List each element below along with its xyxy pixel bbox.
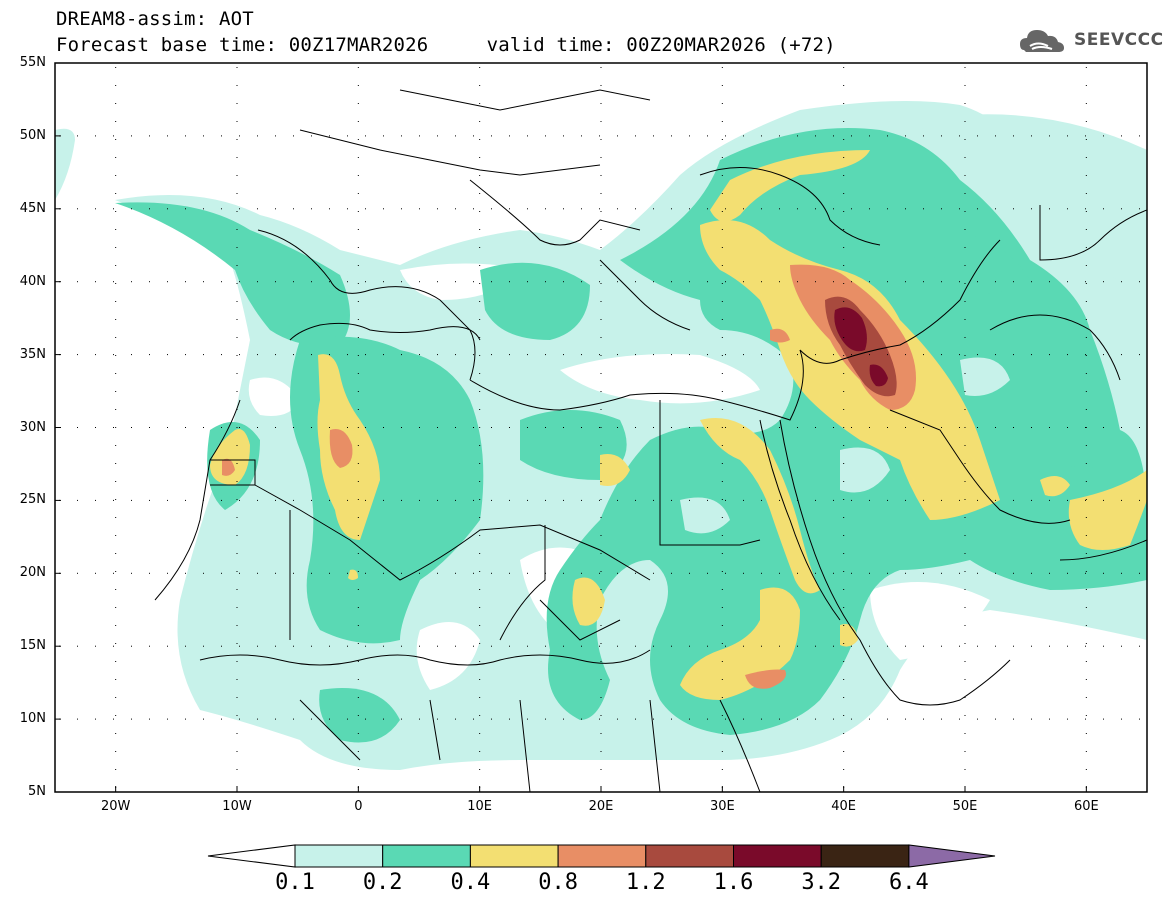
logo-text: SEEVCCC — [1074, 30, 1164, 50]
colorbar-label: 1.2 — [625, 870, 666, 895]
latitude-label: 50N — [19, 127, 46, 143]
latitude-label: 20N — [19, 565, 46, 581]
colorbar — [207, 844, 996, 868]
map-graticule — [59, 67, 1140, 788]
aot-band-0-2 — [115, 128, 1147, 743]
longitude-label: 50E — [952, 799, 978, 814]
longitude-label: 10W — [222, 799, 252, 814]
colorbar-label: 0.2 — [362, 870, 403, 895]
colorbar-arrow-high — [908, 844, 996, 868]
longitude-label: 60E — [1073, 799, 1099, 814]
colorbar-segment — [645, 844, 734, 868]
longitude-label: 20E — [588, 799, 614, 814]
latitude-label: 5N — [28, 784, 46, 799]
colorbar-segment — [382, 844, 471, 868]
colorbar-segment — [557, 844, 647, 868]
latitude-label: 15N — [19, 638, 46, 654]
colorbar-segment — [733, 844, 822, 868]
colorbar-label: 0.1 — [275, 870, 315, 895]
colorbar-segment — [469, 844, 559, 868]
title-line-1: DREAM8-assim: AOT — [56, 8, 254, 30]
aot-band-1-6 — [834, 307, 888, 387]
colorbar-label: 0.8 — [538, 870, 578, 895]
latitude-label: 55N — [19, 55, 46, 70]
colorbar-label: 3.2 — [801, 870, 842, 895]
longitude-label: 20W — [100, 799, 131, 814]
colorbar-label: 0.4 — [450, 870, 491, 895]
latitude-label: 30N — [19, 419, 46, 435]
latitude-label: 45N — [19, 200, 46, 216]
longitude-label: 10E — [467, 799, 493, 814]
longitude-label: 30E — [709, 799, 735, 814]
colorbar-segment — [294, 844, 384, 868]
latitude-label: 35N — [19, 346, 46, 362]
country-outlines — [154, 89, 1147, 792]
latitude-label: 10N — [19, 711, 46, 727]
latitude-label: 40N — [19, 273, 46, 289]
title-line-2: Forecast base time: 00Z17MAR2026 valid t… — [56, 34, 836, 56]
colorbar-label: 1.6 — [713, 870, 754, 895]
longitude-label: 40E — [831, 799, 857, 814]
latitude-label: 25N — [19, 492, 46, 508]
cloud-icon — [1020, 30, 1064, 52]
colorbar-arrow-low — [207, 844, 296, 868]
longitude-label: 0 — [354, 799, 363, 814]
colorbar-label: 6.4 — [889, 870, 929, 895]
colorbar-segment — [820, 844, 910, 868]
